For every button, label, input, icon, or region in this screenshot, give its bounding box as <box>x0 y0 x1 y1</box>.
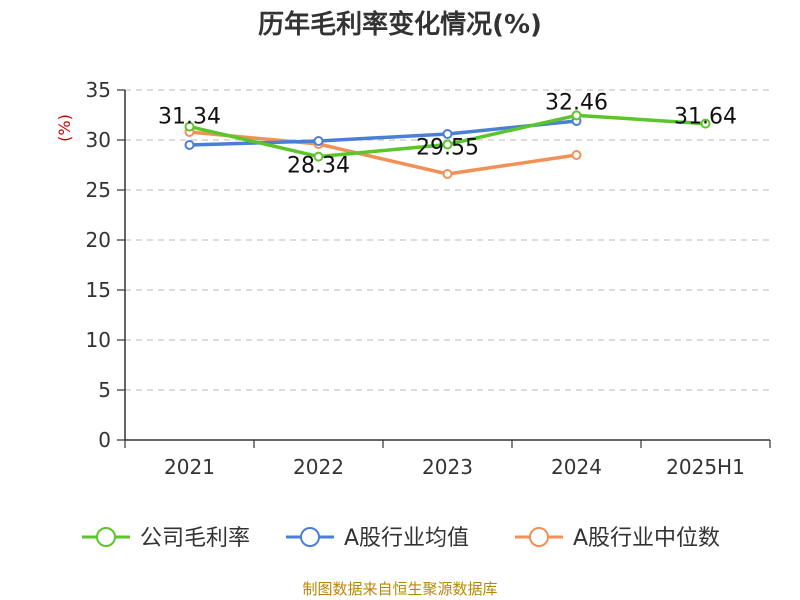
data-point <box>571 110 582 121</box>
legend-label: A股行业中位数 <box>573 526 720 551</box>
data-label: 31.34 <box>158 105 221 130</box>
y-tick-label: 15 <box>86 278 111 302</box>
x-tick-label: 2025H1 <box>666 455 745 479</box>
data-point <box>313 151 324 162</box>
series-line <box>189 130 577 176</box>
legend-label: A股行业均值 <box>344 526 469 551</box>
x-tick-label: 2021 <box>164 455 215 479</box>
data-labels: 31.34 28.34 29.55 32.46 31.64 <box>158 90 737 178</box>
y-axis-unit-label: (%) <box>55 114 74 142</box>
series-lines <box>184 110 711 179</box>
legend-swatch-marker <box>529 527 549 547</box>
data-point <box>442 169 453 179</box>
data-label: 28.34 <box>287 154 350 179</box>
data-label: 31.64 <box>674 105 737 130</box>
y-tick-label: 0 <box>98 428 111 452</box>
series-2 <box>184 127 582 179</box>
data-point <box>442 129 453 139</box>
x-tick-label: 2024 <box>551 455 602 479</box>
legend-item[interactable]: A股行业中位数 <box>515 526 720 551</box>
data-point <box>184 121 195 132</box>
data-point <box>442 139 453 150</box>
data-label: 32.46 <box>545 90 608 115</box>
legend-swatch-marker <box>300 527 320 547</box>
x-tick-label: 2022 <box>293 455 344 479</box>
chart-title: 历年毛利率变化情况(%) <box>258 10 542 40</box>
source-note: 制图数据来自恒生聚源数据库 <box>302 580 498 598</box>
y-tick-label: 10 <box>86 328 111 352</box>
data-label: 29.55 <box>416 136 479 161</box>
x-tick-label: 2023 <box>422 455 473 479</box>
legend: 公司毛利率 A股行业均值 A股行业中位数 <box>82 526 720 551</box>
y-tick-label: 35 <box>86 78 111 102</box>
data-point <box>571 150 582 160</box>
y-tick-label: 5 <box>98 378 111 402</box>
y-tick-label: 25 <box>86 178 111 202</box>
series-1 <box>184 116 582 150</box>
legend-item[interactable]: A股行业均值 <box>286 526 469 551</box>
y-tick-label: 20 <box>86 228 111 252</box>
data-point <box>700 118 711 129</box>
data-point <box>313 136 324 146</box>
legend-swatch-marker <box>96 527 116 547</box>
series-0 <box>184 110 711 162</box>
axes: 0 5 10 15 20 25 30 35 2021 2022 2023 2024 2025H1 <box>86 78 771 479</box>
data-point <box>184 140 195 150</box>
y-tick-label: 30 <box>86 128 111 152</box>
legend-item[interactable]: 公司毛利率 <box>82 526 250 551</box>
legend-label: 公司毛利率 <box>140 526 250 551</box>
